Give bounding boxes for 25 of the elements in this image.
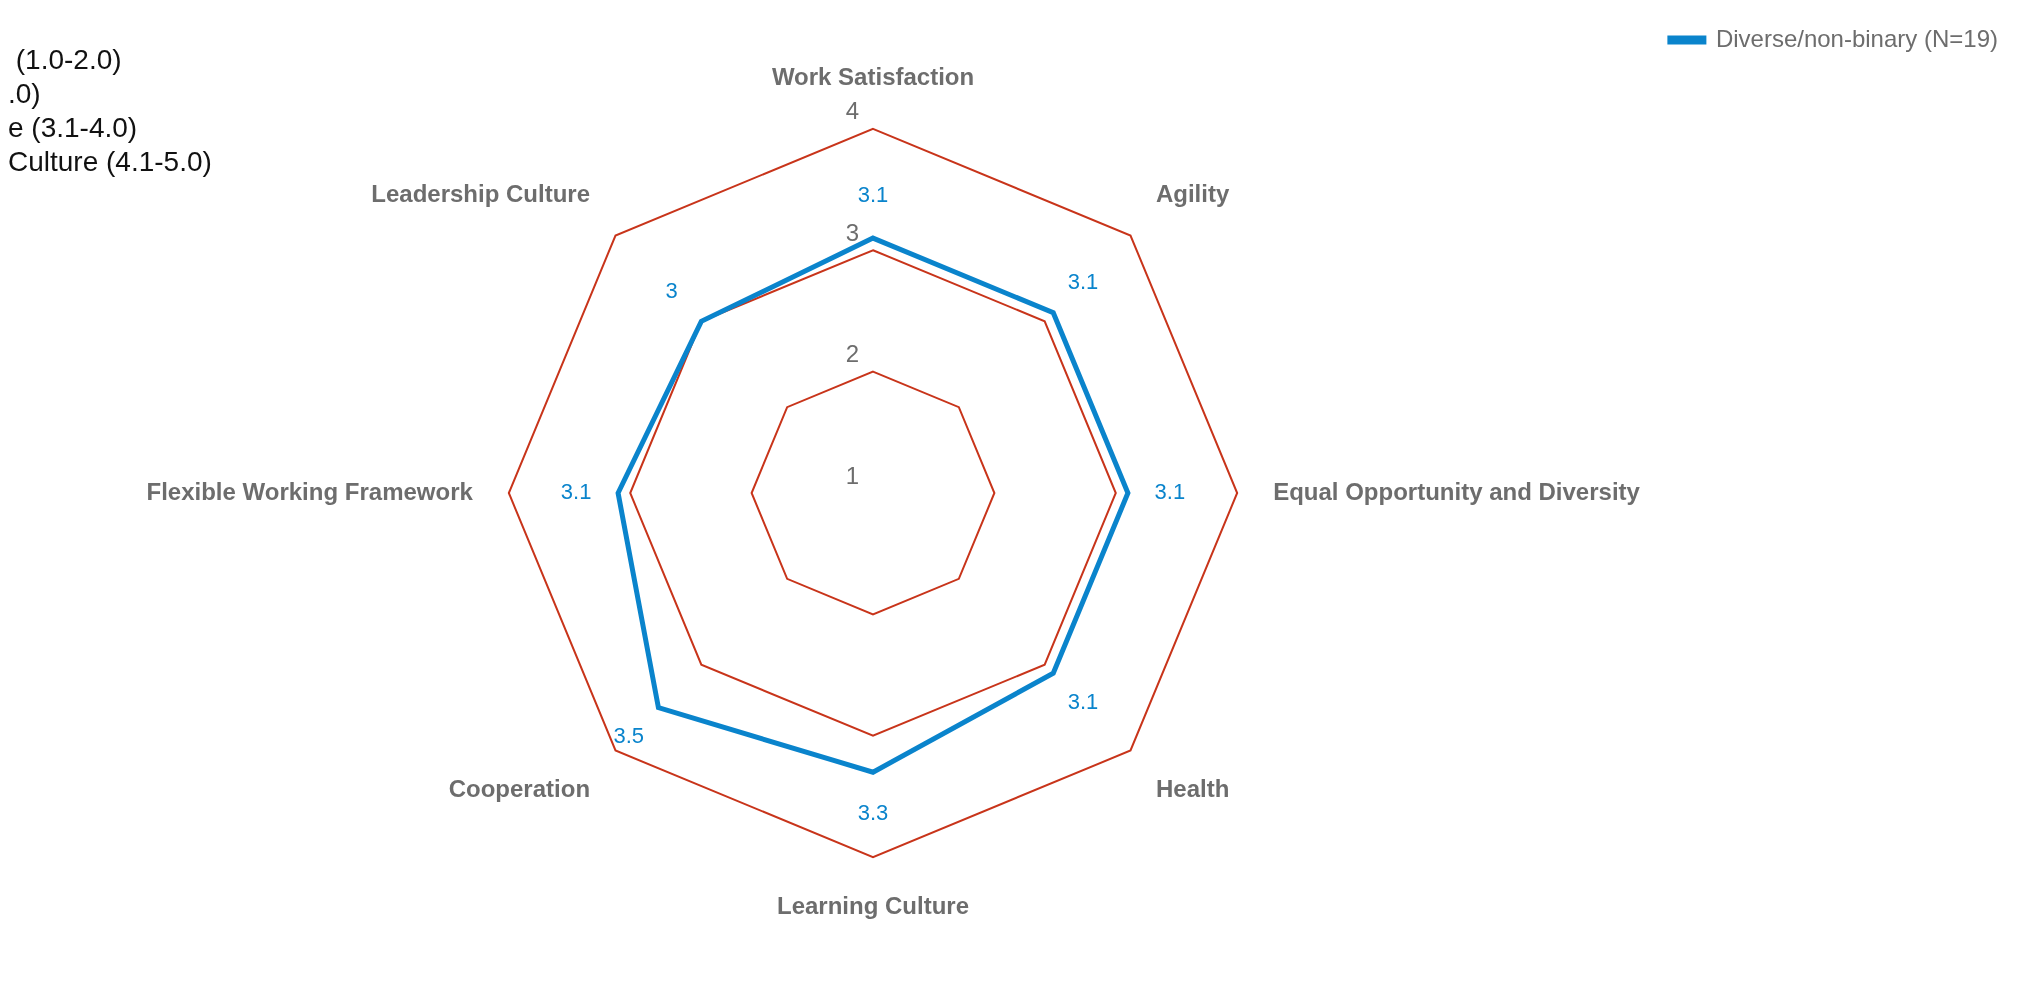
y-tick-label: 2 — [845, 340, 859, 368]
text: (1.0-2.0) — [14, 43, 123, 77]
spoke-label: Cooperation — [448, 774, 591, 802]
y-tick-label: 4 — [845, 97, 859, 125]
text: .0) — [8, 77, 42, 111]
data-label: 3.1 — [1154, 479, 1186, 505]
data-label: 3.1 — [1067, 689, 1099, 715]
data-label: 3 — [665, 277, 678, 303]
data-label: 3.1 — [560, 479, 592, 505]
spoke-label: Work Satisfaction — [771, 63, 975, 91]
data-label: 3.1 — [1067, 269, 1099, 295]
spoke-label: Health — [1155, 774, 1230, 802]
data-label: 3.5 — [613, 723, 645, 749]
data-label: 3.1 — [857, 182, 889, 208]
y-tick-label: 3 — [845, 218, 859, 246]
spoke-label: Equal Opportunity and Diversity — [1273, 477, 1641, 505]
spoke-label: Flexible Working Framework — [146, 477, 474, 505]
y-tick-label: 1 — [845, 461, 859, 489]
spoke-label: Leadership Culture — [371, 180, 591, 208]
spoke-label: Agility — [1155, 180, 1230, 208]
text: e (3.1-4.0) — [8, 111, 139, 145]
spoke-label: Learning Culture — [776, 892, 970, 920]
text: Culture (4.1-5.0) — [8, 145, 212, 179]
legend-label: Diverse/non-binary (N=19) — [1715, 24, 1999, 52]
data-label: 3.3 — [857, 800, 889, 826]
